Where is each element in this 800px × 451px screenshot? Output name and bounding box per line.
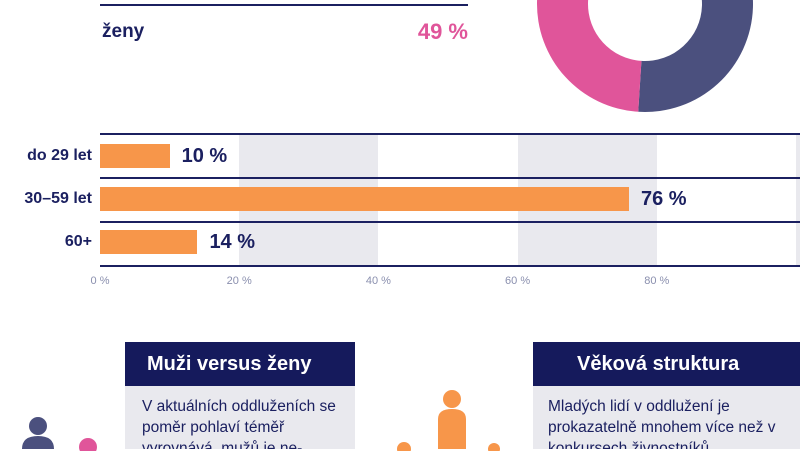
- category-label: do 29 let: [27, 147, 92, 164]
- women-label: ženy: [102, 21, 145, 42]
- row-divider: [100, 177, 800, 179]
- card-title-gender: Muži versus ženy: [125, 342, 355, 386]
- bar-2: [100, 230, 198, 254]
- adult-silhouette-icon: [438, 390, 466, 449]
- x-tick-label: 80 %: [644, 275, 670, 287]
- x-tick-label: 40 %: [365, 275, 391, 287]
- category-label: 30–59 let: [24, 190, 92, 207]
- bar-value-label: 76 %: [640, 188, 687, 210]
- card-text-gender: V aktuálních oddluženích se poměr pohlav…: [125, 386, 355, 449]
- bar-0: [100, 144, 170, 168]
- bar-value-label: 14 %: [209, 231, 256, 253]
- child-silhouette-icon: [397, 442, 411, 451]
- grid-band: [796, 133, 800, 266]
- woman-silhouette-icon: [79, 438, 97, 451]
- bar-value-label: 10 %: [181, 145, 228, 167]
- top-divider: [100, 4, 468, 6]
- x-tick-label: 60 %: [505, 275, 531, 287]
- row-divider: [100, 265, 800, 267]
- women-value: 49 %: [417, 19, 468, 44]
- row-divider: [100, 133, 800, 135]
- man-silhouette-icon: [22, 417, 54, 449]
- donut-slice-women: [537, 0, 642, 112]
- child-silhouette-icon: [488, 443, 500, 451]
- bar-1: [100, 187, 629, 211]
- card-text-age: Mladých lidí v oddlužení je prokazatelně…: [533, 386, 800, 449]
- card-title-age: Věková struktura: [533, 342, 800, 386]
- x-tick-label: 20 %: [226, 275, 252, 287]
- donut-slice-men: [638, 0, 753, 112]
- category-label: 60+: [64, 233, 92, 250]
- row-divider: [100, 221, 800, 223]
- x-tick-label: 0 %: [90, 275, 110, 287]
